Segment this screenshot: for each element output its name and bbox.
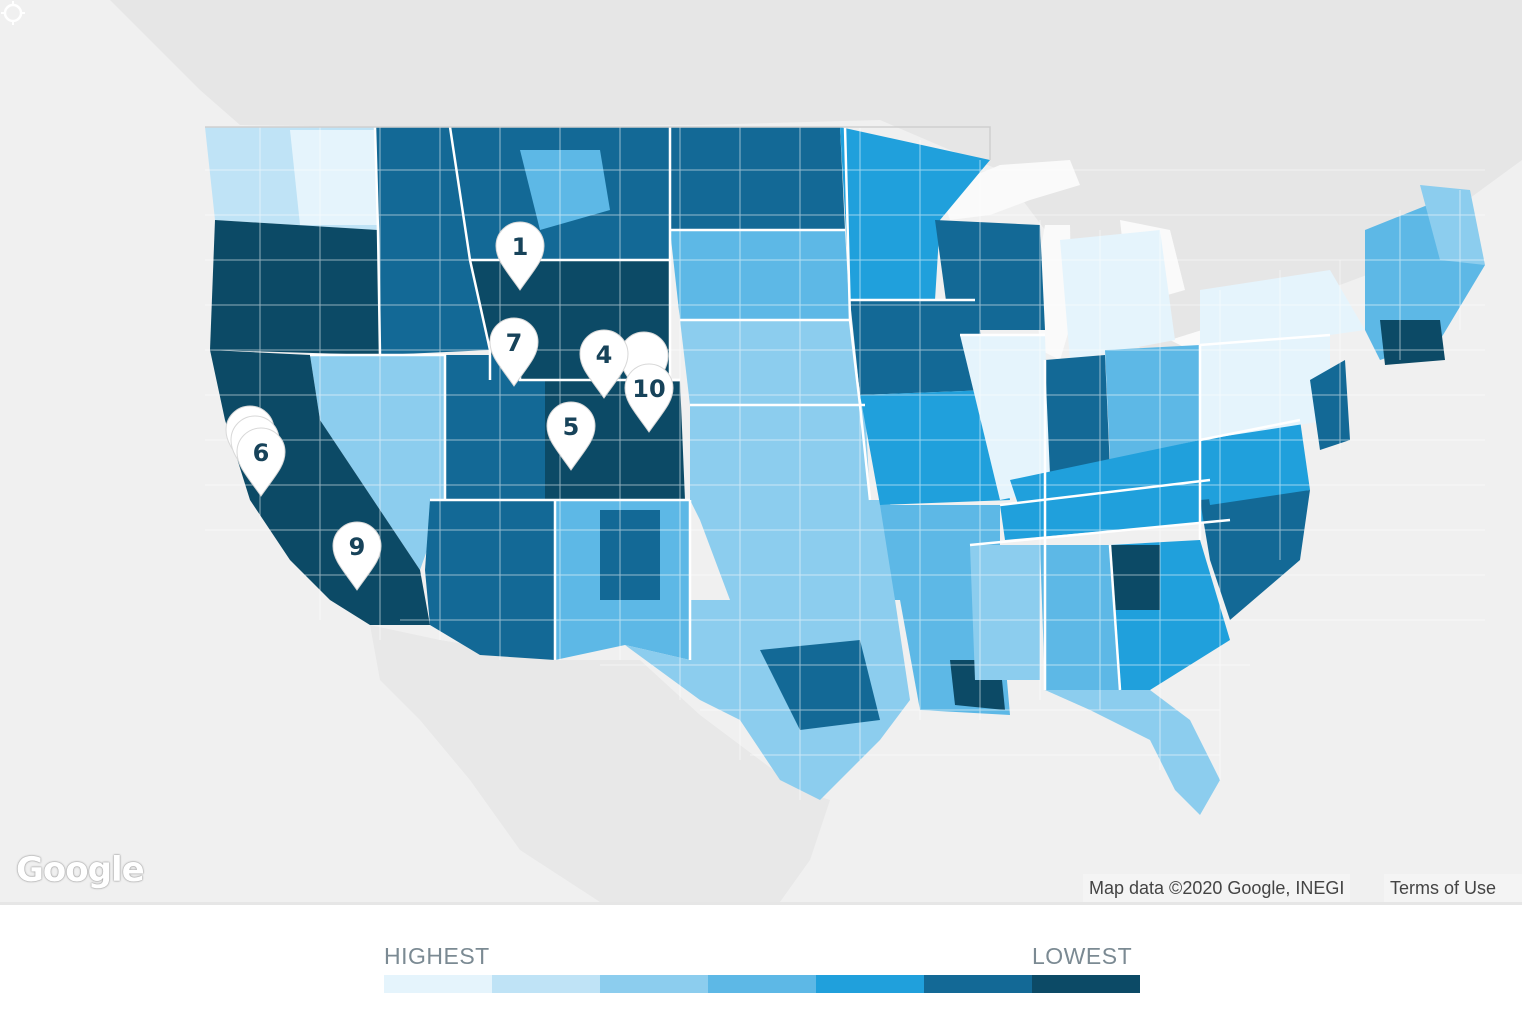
map-view[interactable]: 1 7 4 10 5 6: [0, 0, 1522, 902]
region-arizona: [425, 500, 555, 660]
marker-6-label: 6: [253, 439, 270, 467]
region-north-dakota: [670, 127, 845, 230]
region-illinois: [960, 335, 1050, 500]
region-kansas: [690, 405, 870, 500]
legend-swatch-3: [600, 975, 708, 993]
legend-swatch-4: [708, 975, 816, 993]
region-alabama: [1040, 545, 1120, 690]
region-arkansas: [880, 505, 1000, 600]
legend-low-label: LOWEST: [1032, 943, 1133, 969]
marker-6[interactable]: 6: [236, 427, 286, 497]
marker-4[interactable]: 4: [579, 329, 629, 399]
region-michigan: [1060, 230, 1175, 360]
marker-9-label: 9: [349, 533, 366, 561]
marker-7-label: 7: [506, 329, 523, 357]
region-texas-east: [760, 640, 880, 730]
marker-9[interactable]: 9: [332, 521, 382, 591]
region-washington-east: [290, 130, 378, 225]
region-georgia-b: [1110, 545, 1160, 610]
region-carolinas: [1200, 490, 1310, 620]
marker-7[interactable]: 7: [489, 317, 539, 387]
mexico-land: [370, 625, 830, 902]
legend-swatch-6: [924, 975, 1032, 993]
legend-high-label: HIGHEST: [384, 943, 490, 969]
legend-color-scale: [384, 975, 1140, 993]
map-attribution: Map data ©2020 Google, INEGI: [1083, 874, 1351, 902]
legend-swatch-1: [384, 975, 492, 993]
marker-4-label: 4: [596, 341, 613, 369]
region-missouri: [860, 390, 1010, 505]
region-utah: [445, 355, 545, 500]
region-oregon: [210, 220, 380, 355]
map-canvas: 1 7 4 10 5 6: [205, 126, 1485, 902]
region-florida: [1045, 690, 1220, 815]
region-ohio: [1105, 345, 1200, 460]
marker-10-label: 10: [632, 375, 665, 403]
marker-10[interactable]: 10: [624, 363, 674, 433]
lake-superior: [940, 160, 1080, 220]
marker-1[interactable]: 1: [495, 221, 545, 291]
legend: HIGHEST LOWEST: [0, 902, 1522, 1031]
region-new-england-b: [1380, 320, 1445, 365]
region-mississippi: [970, 545, 1040, 680]
legend-swatch-2: [492, 975, 600, 993]
region-maine: [1420, 185, 1485, 265]
region-indiana: [1045, 355, 1110, 475]
legend-swatch-7: [1032, 975, 1140, 993]
canada-border: [205, 126, 991, 160]
region-new-mexico-b: [600, 510, 660, 600]
region-virginia: [1200, 420, 1310, 505]
google-logo: Google: [16, 850, 145, 890]
region-new-york: [1200, 270, 1365, 345]
region-south-dakota: [670, 230, 850, 320]
marker-5-label: 5: [563, 413, 580, 441]
region-pennsylvania: [1200, 335, 1330, 440]
region-idaho: [375, 127, 490, 355]
region-nevada: [310, 355, 445, 570]
compass-icon[interactable]: [0, 0, 26, 26]
region-nebraska: [680, 320, 860, 405]
terms-of-use-link[interactable]: Terms of Use: [1384, 874, 1522, 902]
marker-1-label: 1: [512, 233, 529, 261]
region-oklahoma: [690, 500, 895, 600]
legend-swatch-5: [816, 975, 924, 993]
marker-5[interactable]: 5: [546, 401, 596, 471]
